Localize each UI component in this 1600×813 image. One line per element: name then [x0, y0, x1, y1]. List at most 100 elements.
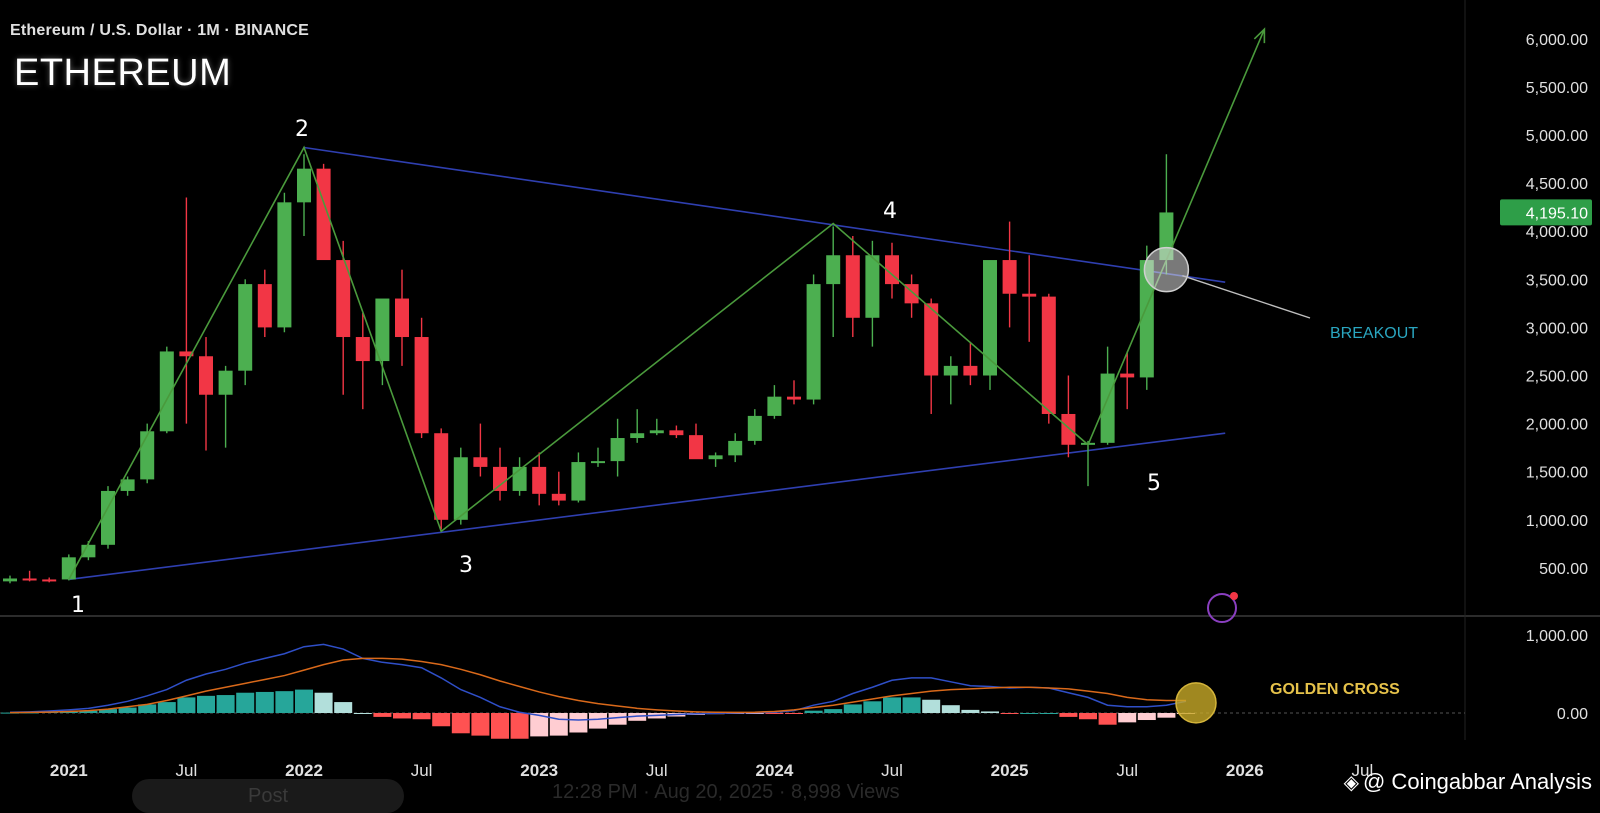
trendline-upper [303, 146, 1226, 283]
price-tick-label: 6,000.00 [1526, 32, 1588, 49]
macd-histogram-bar [334, 702, 353, 713]
candle [493, 447, 507, 501]
candle-body [414, 337, 429, 434]
macd-histogram-bar [589, 713, 607, 729]
wave-label-4: 4 [883, 199, 897, 224]
candle [669, 425, 684, 439]
macd-histogram-bar [981, 711, 999, 713]
golden-cross-marker [1175, 682, 1217, 724]
candle [257, 269, 272, 338]
time-tick-label: 2023 [520, 761, 558, 780]
breakout-marker [1143, 246, 1190, 293]
macd-histogram-bar [216, 695, 235, 713]
price-tick-label: 1,500.00 [1526, 465, 1588, 482]
candle [101, 486, 115, 549]
candle [689, 423, 703, 460]
macd-histogram-bar [902, 697, 921, 713]
candle [1022, 255, 1037, 342]
symbol-info[interactable]: Ethereum / U.S. Dollar · 1M · BINANCE [10, 22, 309, 39]
candle-body [689, 435, 703, 460]
time-tick-label: Jul [1116, 761, 1138, 780]
candle [453, 447, 468, 525]
candle-body [1022, 293, 1037, 297]
candle-body [434, 433, 449, 520]
post-button[interactable]: Post [132, 779, 404, 813]
price-tick-label: 5,000.00 [1526, 128, 1588, 145]
candle [120, 476, 135, 496]
candle-body [1002, 260, 1017, 294]
candle [434, 428, 449, 530]
candle-body [336, 260, 351, 338]
candle-body [826, 255, 841, 285]
candle [728, 433, 743, 463]
macd-histogram-bar [471, 713, 490, 736]
time-tick-label: 2022 [285, 761, 323, 780]
macd-histogram-bar [393, 713, 411, 719]
macd-histogram-bar [510, 713, 529, 739]
candle-body [375, 298, 390, 362]
breakout-pointer [1182, 275, 1311, 319]
candle [826, 226, 841, 338]
candle-body [747, 415, 762, 441]
price-tick-label: 3,500.00 [1526, 272, 1588, 289]
grid-layer [0, 0, 1600, 740]
candle-body [963, 365, 978, 376]
macd-tick-label: 0.00 [1557, 706, 1588, 723]
candle-body [218, 370, 233, 395]
trendline-lower [68, 432, 1226, 581]
candle [159, 346, 174, 434]
macd-histogram-bar [1137, 713, 1156, 721]
candle-body [277, 202, 292, 328]
macd-histogram-bar [1, 712, 19, 714]
candle [22, 570, 37, 582]
macd-histogram-bar [197, 695, 215, 713]
candle-body [199, 356, 213, 395]
credit-watermark: ◈ @ Coingabbar Analysis [1344, 769, 1592, 795]
macd-histogram-bar [569, 713, 588, 733]
candle [1041, 293, 1056, 424]
macd-histogram-bar [922, 699, 941, 713]
candle-body [473, 457, 488, 467]
macd-panel[interactable]: 1,000.00 0.00 GOLDEN CROSS [0, 628, 1588, 739]
macd-histogram-bar [412, 713, 431, 720]
macd-histogram-bar [863, 701, 882, 713]
candle-body [767, 396, 782, 416]
candle-body [395, 298, 409, 338]
macd-histogram-bar [491, 713, 509, 739]
annotations: 1 2 3 4 5 BREAKOUT [71, 117, 1418, 623]
macd-histogram-bar [177, 697, 196, 713]
candle-body [81, 544, 96, 558]
price-tick-label: 2,000.00 [1526, 417, 1588, 434]
candle [61, 554, 76, 581]
golden-cross-label: GOLDEN CROSS [1270, 681, 1400, 698]
candles[interactable] [3, 154, 1174, 584]
candle-body [806, 284, 821, 400]
candle [551, 471, 566, 506]
credit-text: @ Coingabbar Analysis [1362, 769, 1592, 794]
macd-histogram-bar [628, 713, 647, 721]
indicator-settings-icon [1207, 593, 1237, 623]
candle-body [1041, 296, 1056, 414]
last-price-tag [1500, 199, 1592, 226]
candle [1081, 440, 1095, 487]
time-tick-label: 2026 [1226, 761, 1264, 780]
macd-histogram-bar [295, 689, 313, 713]
candle [1120, 351, 1135, 410]
candle-body [493, 466, 507, 491]
candle [708, 452, 723, 467]
macd-histogram-bar [1039, 713, 1058, 714]
candle [983, 260, 997, 390]
macd-histogram-bar [1098, 713, 1117, 725]
price-tick-label: 1,000.00 [1526, 513, 1588, 530]
candle-body [355, 337, 370, 362]
macd-histogram-bar [451, 713, 470, 734]
macd-histogram-bar [765, 713, 784, 714]
macd-histogram-bar [118, 707, 137, 713]
notification-dot-icon [1230, 592, 1238, 600]
candle [355, 312, 370, 410]
candle-body [120, 479, 135, 491]
candle [414, 317, 429, 439]
chart-title: ETHEREUM [14, 52, 232, 94]
candle-body [532, 466, 547, 494]
